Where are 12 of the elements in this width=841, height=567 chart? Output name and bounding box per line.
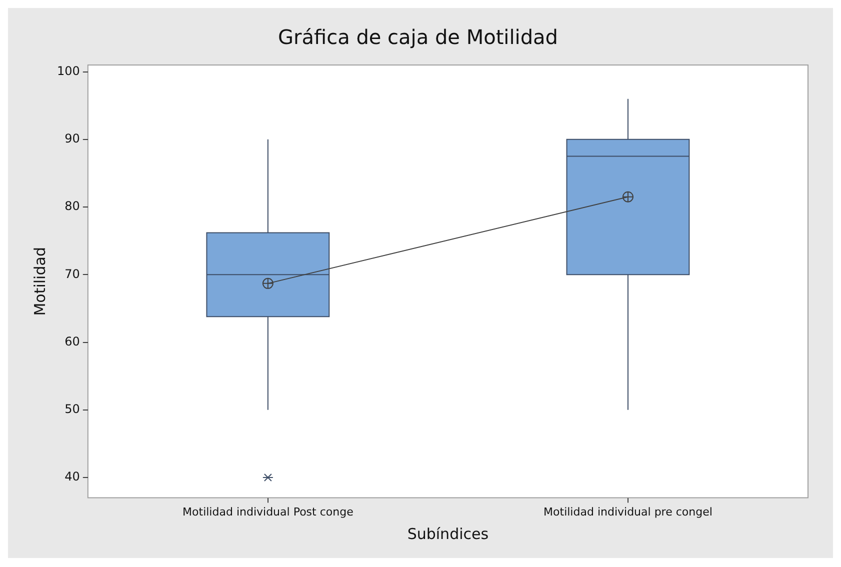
x-axis-title: Subíndices [407,524,489,543]
y-tick-label: 40 [64,470,80,484]
x-tick-label: Motilidad individual pre congel [544,505,712,518]
y-tick-label: 90 [64,132,80,146]
x-tick-label: Motilidad individual Post conge [182,505,354,518]
y-tick-label: 60 [64,334,80,348]
y-tick-label: 50 [64,402,80,416]
y-axis-title: Motilidad [30,247,49,316]
y-tick-label: 80 [64,199,80,214]
chart-title: Gráfica de caja de Motilidad [278,25,558,50]
y-tick-label: 100 [57,64,80,78]
y-tick-label: 70 [64,266,80,281]
